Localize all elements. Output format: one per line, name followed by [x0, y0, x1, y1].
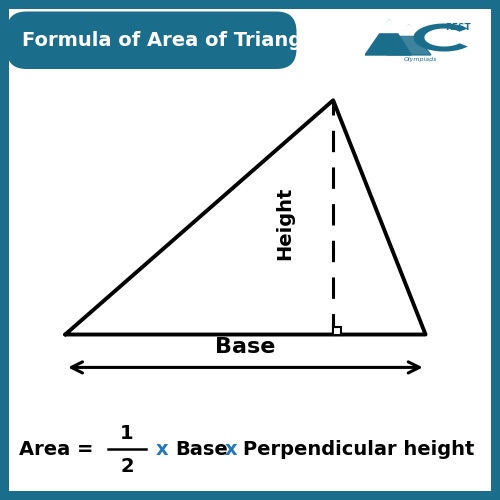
Text: x: x [156, 440, 168, 459]
Bar [333, 327, 342, 334]
Text: 2: 2 [120, 458, 134, 476]
Text: Height: Height [275, 187, 294, 260]
Text: Perpendicular height: Perpendicular height [243, 440, 474, 459]
Text: Olympiads: Olympiads [404, 56, 436, 62]
Text: REST: REST [446, 22, 471, 32]
Text: Formula of Area of Triangle: Formula of Area of Triangle [22, 31, 322, 50]
Polygon shape [380, 20, 399, 32]
Polygon shape [400, 25, 418, 35]
Polygon shape [365, 20, 411, 55]
Text: Base: Base [215, 337, 276, 357]
Text: x: x [225, 440, 237, 459]
Polygon shape [387, 25, 431, 55]
Wedge shape [414, 24, 468, 52]
Text: Base: Base [176, 440, 228, 459]
Text: Area =: Area = [18, 440, 93, 459]
Text: 1: 1 [120, 424, 134, 443]
